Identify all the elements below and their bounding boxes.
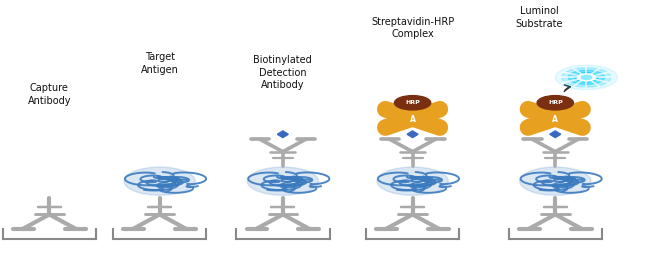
Text: HRP: HRP [405, 100, 420, 105]
Text: Target
Antigen: Target Antigen [140, 53, 179, 75]
Circle shape [247, 167, 318, 195]
Circle shape [568, 70, 604, 84]
Text: Streptavidin-HRP
Complex: Streptavidin-HRP Complex [371, 17, 454, 39]
Text: A: A [552, 115, 558, 124]
Circle shape [519, 167, 591, 195]
Circle shape [377, 167, 448, 195]
Text: A: A [410, 115, 415, 124]
Circle shape [395, 96, 431, 110]
Circle shape [575, 73, 598, 82]
Circle shape [581, 75, 592, 80]
Circle shape [555, 65, 618, 90]
Circle shape [124, 167, 195, 195]
Text: Capture
Antibody: Capture Antibody [27, 83, 71, 106]
Polygon shape [550, 131, 561, 138]
Text: Biotinylated
Detection
Antibody: Biotinylated Detection Antibody [254, 55, 312, 90]
Text: Luminol
Substrate: Luminol Substrate [515, 6, 563, 29]
Polygon shape [407, 131, 418, 138]
Polygon shape [278, 131, 289, 138]
Text: HRP: HRP [548, 100, 563, 105]
Circle shape [577, 74, 595, 81]
Circle shape [562, 68, 611, 87]
Circle shape [537, 96, 573, 110]
